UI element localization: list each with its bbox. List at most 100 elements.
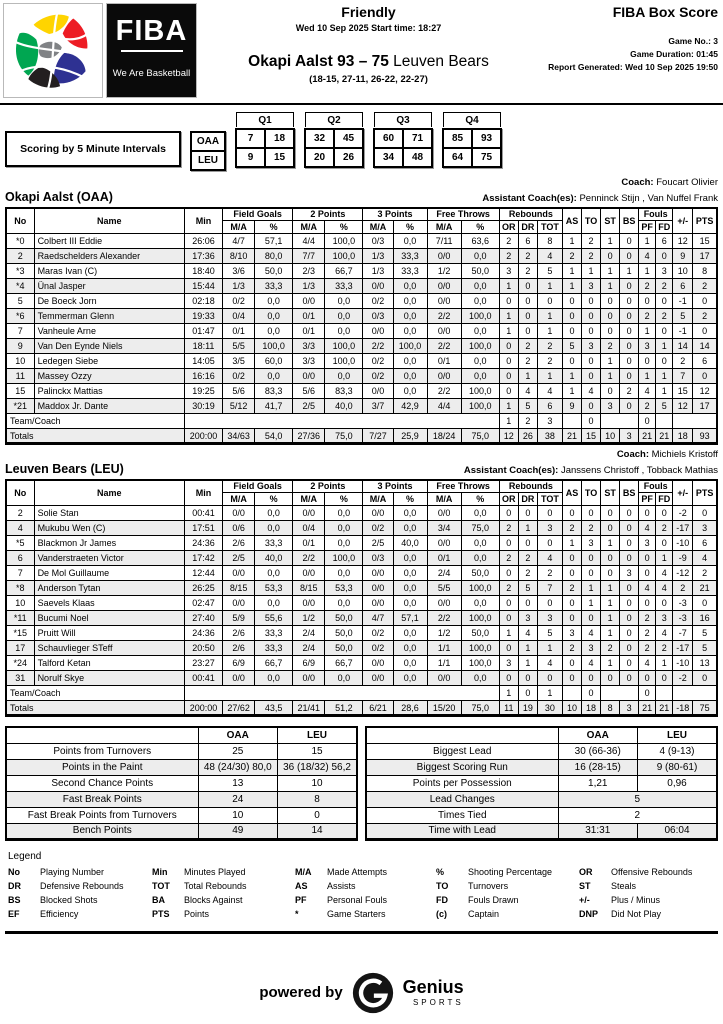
stat-min: 24:36 [183, 535, 224, 552]
col-2p-ma: M/A [292, 220, 326, 235]
report-generated: Report Generated: Wed 10 Sep 2025 19:50 [548, 62, 718, 73]
stat-fg: 2/6 [222, 625, 256, 642]
summary-value-oaa: 13 [197, 774, 278, 792]
totals-label: Totals [5, 700, 185, 717]
summary-metric-label: Times Tied [365, 806, 559, 824]
totals-fgp: 43,5 [254, 700, 294, 717]
legend-abbr: +/- [579, 894, 590, 905]
stat-as: 0 [561, 293, 583, 310]
stat-pm: 2 [672, 580, 694, 597]
stat-min: 16:16 [183, 368, 224, 385]
stat-fd: 1 [655, 368, 674, 385]
stat-p2: 2/2 [292, 550, 326, 567]
legend-item: BS Blocked Shots [8, 895, 152, 905]
stat-to: 2 [581, 248, 602, 265]
stat-fd: 0 [655, 505, 674, 522]
stat-or: 0 [498, 565, 519, 582]
stat-fg: 4/7 [222, 233, 256, 250]
totals-to: 15 [581, 428, 602, 445]
stat-fd: 4 [655, 580, 674, 597]
stat-p2p: 100,0 [324, 248, 364, 265]
legend-item: OR Offensive Rebounds [579, 867, 715, 877]
header: FIBA We Are Basketball Friendly Wed 10 S… [0, 0, 723, 100]
stat-or: 2 [498, 580, 519, 597]
stat-to: 1 [581, 263, 602, 280]
stat-st: 1 [600, 625, 621, 642]
stat-ftp: 0,0 [460, 595, 500, 612]
interval-score: 64 [444, 149, 471, 166]
stat-no: *0 [5, 233, 35, 250]
totals-tot: 30 [536, 700, 563, 717]
stat-fg: 0/1 [222, 323, 256, 340]
stat-p2p: 100,0 [324, 338, 364, 355]
player-row: *4 Ünal Jasper 15:44 1/3 33,3 1/3 33,3 0/0 0,0 0/… [5, 278, 718, 295]
stat-or: 0 [498, 505, 519, 522]
team-or: 1 [498, 685, 519, 702]
stat-p3: 0/2 [362, 625, 394, 642]
col-rebounds: Rebounds [498, 207, 563, 222]
stat-tot: 0 [536, 670, 563, 687]
stat-fd: 0 [655, 248, 674, 265]
stat-p3: 2/5 [362, 535, 394, 552]
stat-as: 2 [561, 520, 583, 537]
stat-fgp: 33,3 [254, 278, 294, 295]
basketball-icon [15, 11, 91, 90]
stat-min: 17:42 [183, 550, 224, 567]
stat-or: 1 [498, 278, 519, 295]
stats-table-leu: No Name Min Field Goals 2 Points 3 Point… [5, 478, 718, 718]
legend-abbr: TOT [152, 880, 170, 891]
stat-pf: 2 [638, 398, 657, 415]
stat-pm: -17 [672, 520, 694, 537]
intervals-label-col: Scoring by 5 Minute Intervals [5, 112, 181, 167]
totals-row: Totals 200:00 34/63 54,0 27/36 75,0 7/27 25,9 18… [5, 428, 718, 445]
stat-pts: 21 [692, 580, 718, 597]
intervals-label: Scoring by 5 Minute Intervals [5, 131, 181, 167]
col-tot: TOT [536, 220, 563, 235]
fiba-logo-text: FIBA [115, 15, 188, 47]
player-row: 17 Schauvlieger STeff 20:50 2/6 33,3 2/4 50,0 0… [5, 640, 718, 657]
genius-sports-text: SPORTS [412, 998, 464, 1008]
summary-corner [365, 726, 559, 744]
stat-pf: 4 [638, 383, 657, 400]
legend-item: +/- Plus / Minus [579, 895, 715, 905]
stat-fg: 0/4 [222, 308, 256, 325]
stat-no: 11 [5, 368, 35, 385]
game-summaries: OAA LEU Points from Turnovers 25 15 Points in… [5, 726, 718, 841]
stat-bs: 0 [619, 248, 640, 265]
stat-p3p: 0,0 [392, 383, 428, 400]
stat-bs: 0 [619, 308, 640, 325]
coach-block-leu: Coach: Michiels Kristoff Leuven Bears (L… [5, 449, 718, 478]
totals-p3: 7/27 [362, 428, 394, 445]
stat-or: 0 [498, 610, 519, 627]
player-row: 10 Saevels Klaas 02:47 0/0 0,0 0/0 0,0 0/0 0,0 0/… [5, 595, 718, 612]
interval-grid: 60 71 34 48 [373, 128, 433, 168]
totals-pts: 75 [692, 700, 718, 717]
stat-fd: 1 [655, 550, 674, 567]
stat-to: 0 [581, 550, 602, 567]
stat-p3p: 0,0 [392, 625, 428, 642]
stat-p3: 0/2 [362, 520, 394, 537]
summary-value-shared: 2 [557, 806, 718, 824]
stat-to: 3 [581, 278, 602, 295]
stat-p2p: 0,0 [324, 520, 364, 537]
stat-pf: 1 [638, 323, 657, 340]
col-dr: DR [517, 220, 538, 235]
summary-value-oaa: 31:31 [557, 822, 638, 840]
stat-as: 0 [561, 505, 583, 522]
stat-p2: 0/1 [292, 308, 326, 325]
stat-bs: 0 [619, 233, 640, 250]
assistant-coach-names: Penninck Stijn , Van Nuffel Frank [579, 193, 718, 205]
summary-metric-label: Biggest Scoring Run [365, 758, 559, 776]
legend-desc: Turnovers [468, 880, 509, 891]
stat-dr: 4 [517, 625, 538, 642]
stat-p3: 0/3 [362, 308, 394, 325]
stat-pf: 4 [638, 248, 657, 265]
stat-p2p: 50,0 [324, 625, 364, 642]
quarter-block: Q4 85 93 64 75 [442, 112, 502, 168]
stat-name: Raedschelders Alexander [33, 248, 185, 265]
totals-or: 11 [498, 700, 519, 717]
stat-fg: 5/6 [222, 383, 256, 400]
stat-name: Bucumi Noel [33, 610, 185, 627]
stat-p3p: 0,0 [392, 655, 428, 672]
stat-tot: 4 [536, 550, 563, 567]
